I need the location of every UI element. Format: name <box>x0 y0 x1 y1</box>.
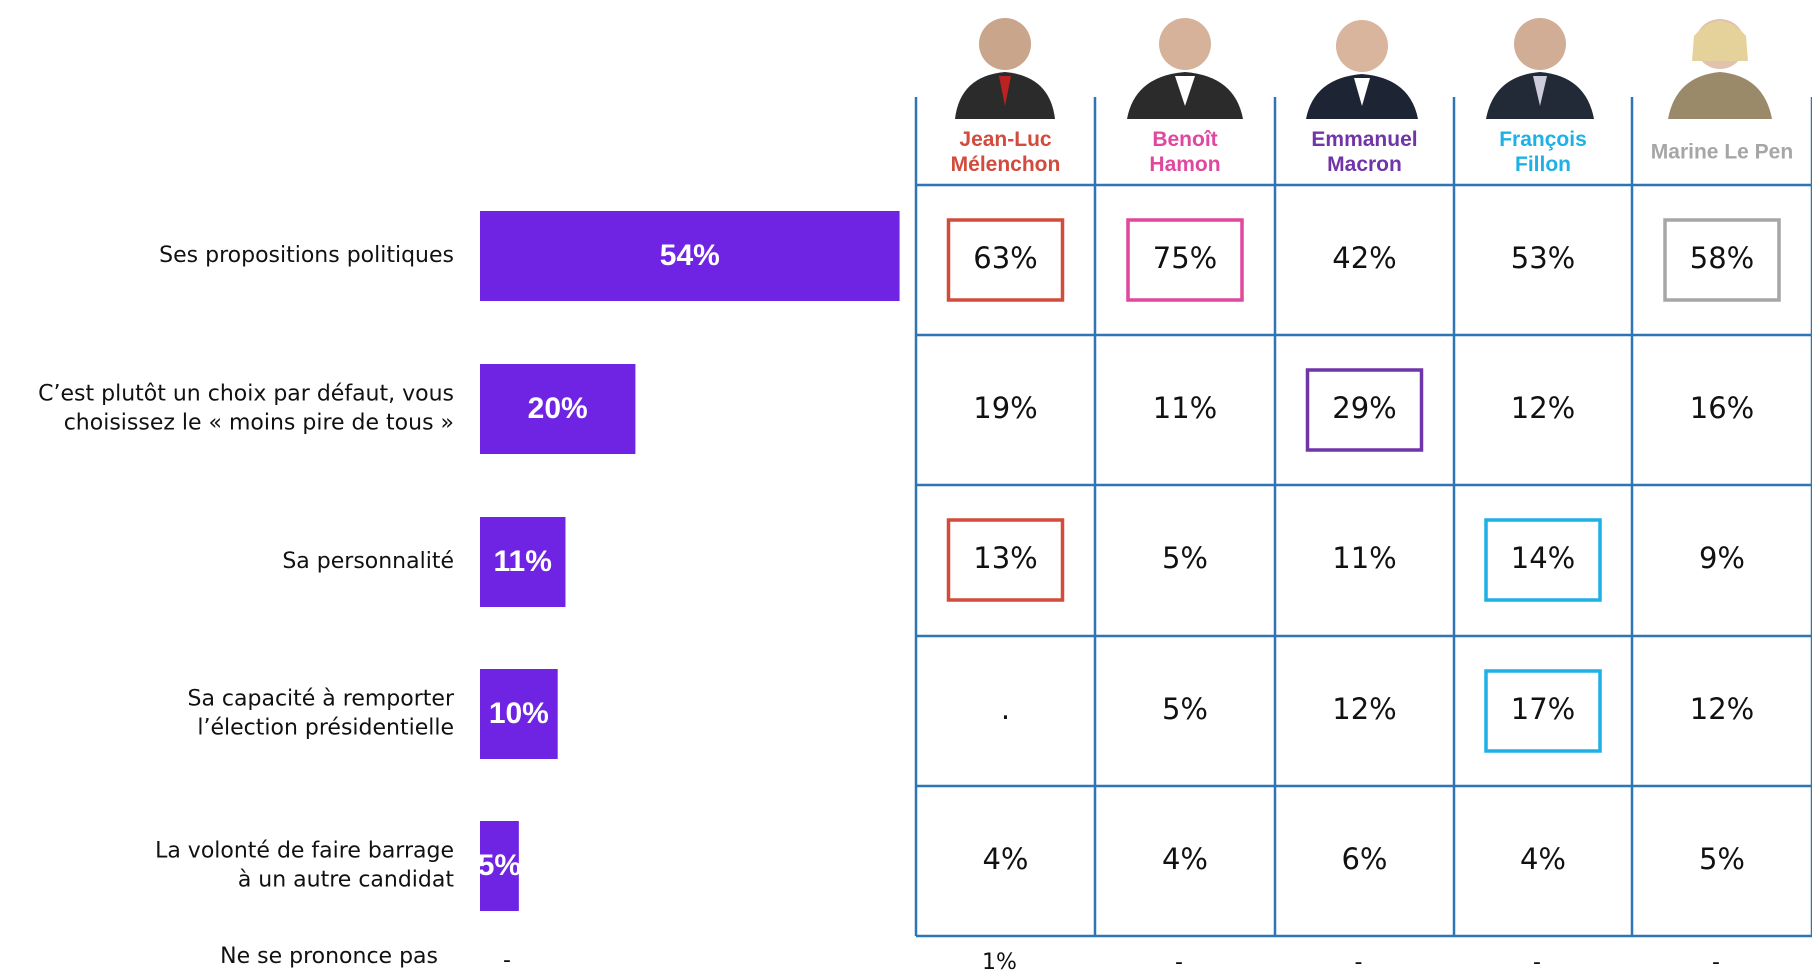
table-cell: 12% <box>1332 692 1396 726</box>
bar-value-label: - <box>503 948 511 973</box>
category-label: l’élection présidentielle <box>197 716 454 741</box>
bar-value-label: 10% <box>489 697 549 730</box>
table-cell: 16% <box>1690 391 1754 425</box>
table-cell: 14% <box>1511 541 1575 575</box>
table-cell: 13% <box>973 541 1037 575</box>
table-cell: 75% <box>1153 241 1217 275</box>
photo <box>1668 19 1772 119</box>
no-opinion-cell: - <box>1533 950 1541 974</box>
category-label: choisissez le « moins pire de tous » <box>64 411 454 436</box>
table-cell: . <box>1001 692 1010 726</box>
bar-value-label: 5% <box>478 849 521 882</box>
candidate-name: Benoît <box>1152 128 1217 151</box>
category-label: Ses propositions politiques <box>159 243 454 268</box>
candidate-name: Hamon <box>1149 153 1220 176</box>
page: Ses propositions politiques 54% C’est plut… <box>0 0 1812 974</box>
table-cell: 42% <box>1332 241 1396 275</box>
no-opinion-cell: 1% <box>982 950 1017 974</box>
table-cell: 12% <box>1690 692 1754 726</box>
category-label: C’est plutôt un choix par défaut, vous <box>38 382 454 407</box>
chart: Ses propositions politiques 54% C’est plut… <box>0 0 1812 974</box>
bar-value-label: 11% <box>494 545 552 578</box>
table-cell: 53% <box>1511 241 1575 275</box>
category-label: Sa capacité à remporter <box>187 687 454 712</box>
table-cell: 63% <box>973 241 1037 275</box>
table-cell: 4% <box>1520 842 1566 876</box>
photos <box>955 18 1772 119</box>
candidate-name: Jean-Luc <box>959 128 1052 151</box>
candidate-name: Macron <box>1327 153 1402 176</box>
candidate-name: Mélenchon <box>951 153 1061 176</box>
category-label: La volonté de faire barrage <box>155 839 454 864</box>
candidate-name: Emmanuel <box>1311 128 1417 151</box>
table-cell: 4% <box>982 842 1028 876</box>
table-cell: 19% <box>973 391 1037 425</box>
bar-value-label: 20% <box>528 392 588 425</box>
table-cell: 9% <box>1699 541 1745 575</box>
table-cell: 6% <box>1341 842 1387 876</box>
photo <box>1127 18 1243 119</box>
photo <box>955 18 1055 119</box>
table-cell: 58% <box>1690 241 1754 275</box>
table-cell: 11% <box>1332 541 1396 575</box>
candidate-name: François <box>1499 128 1587 151</box>
photo <box>1306 20 1418 119</box>
category-label: Ne se prononce pas <box>220 944 438 969</box>
table-cell: 11% <box>1153 391 1217 425</box>
table-cell: 17% <box>1511 692 1575 726</box>
table-cell: 5% <box>1162 692 1208 726</box>
table-cell: 5% <box>1699 842 1745 876</box>
candidate-name: Fillon <box>1515 153 1571 176</box>
candidate-name: Marine Le Pen <box>1651 141 1793 164</box>
no-opinion-cell: - <box>1712 950 1720 974</box>
no-opinion-cell: - <box>1355 950 1363 974</box>
table-cell: 12% <box>1511 391 1575 425</box>
no-opinion-cell: - <box>1175 950 1183 974</box>
table-cell: 29% <box>1332 391 1396 425</box>
category-label: à un autre candidat <box>238 868 455 893</box>
photo <box>1486 18 1594 119</box>
category-label: Sa personnalité <box>282 549 454 574</box>
table-cell: 4% <box>1162 842 1208 876</box>
table-cell: 5% <box>1162 541 1208 575</box>
bar-value-label: 54% <box>660 239 720 272</box>
